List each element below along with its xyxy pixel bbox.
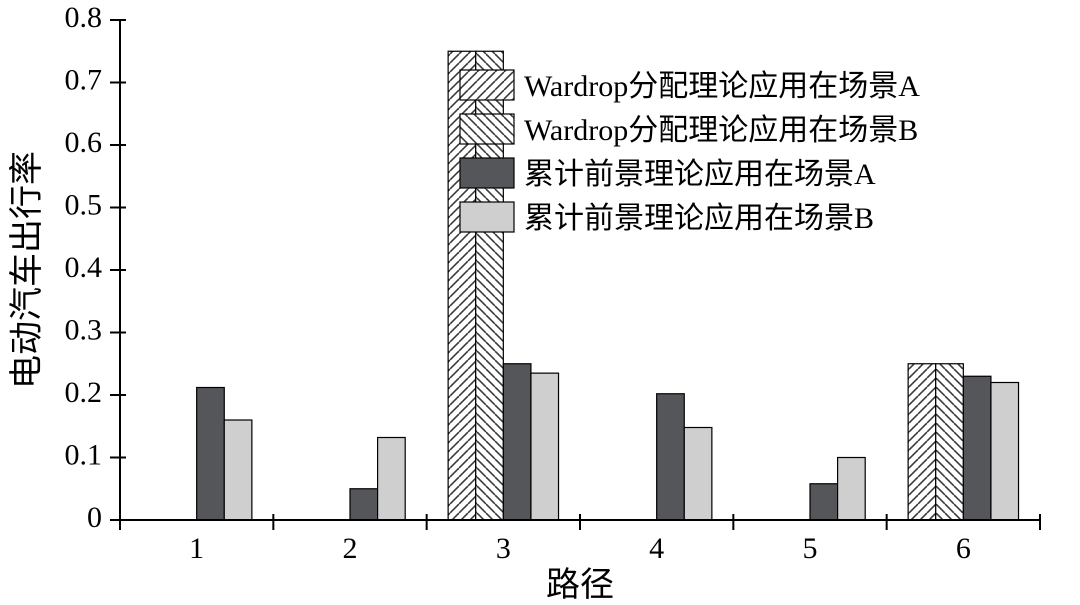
y-tick-label: 0.4	[65, 251, 103, 284]
bar-cpt_B-5	[838, 458, 866, 521]
y-tick-label: 0	[87, 501, 102, 534]
bar-cpt_A-3	[503, 364, 531, 520]
y-tick-label: 0.8	[65, 1, 103, 34]
x-tick-label: 4	[649, 532, 664, 565]
legend-swatch-wardrop_A	[460, 70, 514, 100]
legend-swatch-cpt_A	[460, 158, 514, 188]
y-tick-label: 0.7	[65, 63, 103, 96]
x-tick-label: 5	[803, 532, 818, 565]
x-tick-label: 2	[343, 532, 358, 565]
bar-cpt_A-1	[197, 388, 225, 521]
y-tick-label: 0.2	[65, 376, 103, 409]
y-axis-title: 电动汽车出行率	[8, 151, 46, 389]
bar-cpt_B-6	[991, 383, 1019, 521]
y-tick-label: 0.5	[65, 188, 103, 221]
bar-wardrop_A-6	[908, 364, 936, 520]
legend-label-wardrop_A: Wardrop分配理论应用在场景A	[524, 70, 920, 103]
legend-swatch-wardrop_B	[460, 114, 514, 144]
y-tick-label: 0.3	[65, 313, 103, 346]
bar-cpt_A-6	[963, 376, 991, 520]
legend-label-wardrop_B: Wardrop分配理论应用在场景B	[524, 114, 918, 147]
x-tick-label: 3	[496, 532, 511, 565]
y-tick-label: 0.6	[65, 126, 103, 159]
x-tick-label: 1	[189, 532, 204, 565]
bar-cpt_A-2	[350, 489, 378, 520]
bar-cpt_B-3	[531, 373, 559, 520]
bar-chart: 0 0.1 0.2 0.3 0.4 0.5 0.6 0.7 0.8 1 2 3 4 5 6 路径 电动汽车出行率…	[0, 0, 1080, 605]
legend-label-cpt_A: 累计前景理论应用在场景A	[524, 158, 876, 191]
x-axis-title: 路径	[546, 566, 614, 604]
bar-cpt_B-4	[684, 428, 712, 521]
bar-cpt_A-4	[657, 394, 685, 520]
y-tick-label: 0.1	[65, 438, 103, 471]
bar-cpt_A-5	[810, 484, 838, 520]
chart-container: 0 0.1 0.2 0.3 0.4 0.5 0.6 0.7 0.8 1 2 3 4 5 6 路径 电动汽车出行率…	[0, 0, 1080, 605]
bar-wardrop_B-6	[936, 364, 964, 520]
bar-cpt_B-1	[224, 420, 252, 520]
x-tick-label: 6	[956, 532, 971, 565]
bar-cpt_B-2	[378, 438, 406, 521]
legend-label-cpt_B: 累计前景理论应用在场景B	[524, 202, 874, 235]
legend-swatch-cpt_B	[460, 202, 514, 232]
